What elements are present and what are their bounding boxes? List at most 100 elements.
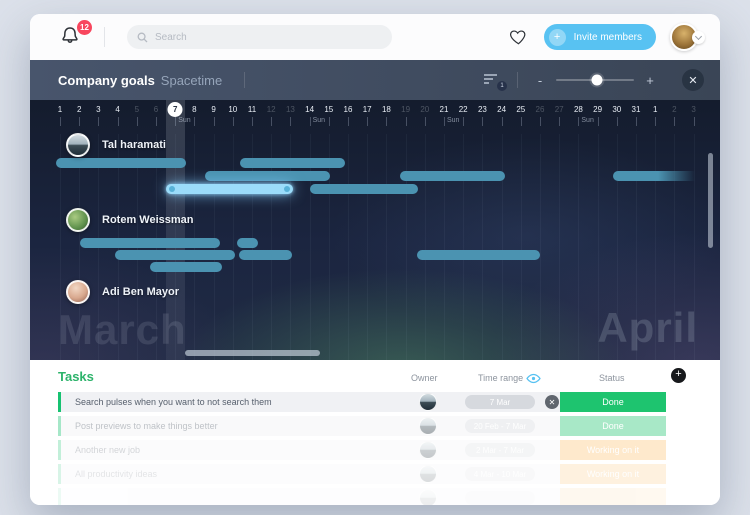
gantt-bar[interactable] — [237, 238, 258, 248]
gantt-bar[interactable] — [80, 238, 220, 248]
favorites-button[interactable] — [509, 28, 528, 46]
status-badge[interactable]: Done — [560, 392, 666, 412]
day-tick — [175, 117, 177, 126]
day-tick — [520, 117, 522, 126]
day-tick — [636, 117, 637, 126]
search-icon — [137, 32, 148, 42]
day-number: 5 — [134, 105, 140, 114]
gantt-bar[interactable] — [150, 262, 222, 272]
month-label-march: March — [58, 306, 187, 353]
gantt-bar[interactable] — [56, 158, 186, 168]
gantt-bar[interactable] — [310, 184, 418, 194]
avatar — [66, 208, 90, 232]
bar-resize-handle-left[interactable] — [169, 186, 175, 192]
invite-members-button[interactable]: + Invite members — [543, 24, 656, 50]
task-row[interactable] — [58, 488, 666, 505]
gantt-bar[interactable] — [240, 158, 345, 168]
day-tick — [60, 117, 61, 126]
chevron-down-icon[interactable] — [692, 31, 705, 44]
time-range-pill[interactable]: 4 Mar - 10 Mar — [465, 467, 535, 481]
gantt-bar[interactable] — [115, 250, 235, 260]
column-owner: Owner — [411, 373, 438, 383]
time-range-pill[interactable] — [465, 491, 535, 505]
zoom-in-button[interactable]: + — [646, 72, 654, 88]
day-gridline — [463, 134, 465, 360]
day-number: 2 — [672, 105, 677, 114]
time-range-pill[interactable]: 2 Mar - 7 Mar — [465, 443, 535, 457]
sunday-label: Sun — [447, 117, 460, 124]
task-row[interactable]: Search pulses when you want to not searc… — [58, 392, 666, 412]
day-number: 27 — [554, 105, 564, 114]
day-number: 19 — [401, 105, 411, 114]
day-number: 29 — [593, 105, 603, 114]
vertical-scrollbar[interactable] — [708, 153, 713, 248]
header-divider-2 — [517, 72, 518, 88]
day-gridline — [79, 134, 81, 360]
bell-icon — [62, 27, 78, 43]
search-input[interactable] — [155, 31, 382, 43]
bar-resize-handle-right[interactable] — [284, 186, 290, 192]
status-badge[interactable]: Working on it — [560, 440, 666, 460]
horizontal-scrollbar[interactable] — [185, 350, 320, 356]
task-name: Post previews to make things better — [75, 421, 218, 431]
day-tick — [252, 117, 253, 126]
gantt-bar[interactable] — [417, 250, 540, 260]
day-tick — [424, 117, 426, 126]
user-menu[interactable] — [670, 23, 705, 51]
time-range-pill[interactable]: 7 Mar — [465, 395, 535, 409]
task-row[interactable]: All productivity ideas 4 Mar - 10 Mar Work… — [58, 464, 666, 484]
zoom-slider[interactable] — [556, 74, 634, 86]
day-number: 2 — [76, 105, 82, 114]
day-gridline — [290, 134, 292, 360]
day-tick — [213, 117, 215, 126]
column-status: Status — [599, 373, 625, 383]
gantt-bar[interactable] — [239, 250, 292, 260]
day-gridline — [444, 134, 445, 360]
close-button[interactable]: ✕ — [682, 69, 704, 91]
top-bar: 12 + Invite members — [30, 14, 720, 60]
status-badge[interactable] — [560, 488, 666, 505]
status-badge[interactable]: Done — [560, 416, 666, 436]
gantt-timeline: 1 2 3 4 5 6 7 Sun 8 9 10 11 12 13 14 Sun 15 16 17 18 19 20 21 S… — [30, 100, 720, 360]
add-task-button[interactable]: + — [671, 368, 686, 383]
task-name: Search pulses when you want to not searc… — [75, 397, 272, 407]
app-window: 12 + Invite members Company goals Space — [30, 14, 720, 505]
day-gridline — [540, 134, 541, 360]
zoom-slider-knob[interactable] — [591, 74, 603, 86]
day-number: 3 — [691, 105, 696, 114]
day-tick — [655, 117, 657, 126]
day-gridline — [674, 134, 676, 360]
day-gridline — [616, 134, 618, 360]
search-bar[interactable] — [127, 25, 392, 49]
eye-icon[interactable] — [526, 371, 541, 389]
day-number: 18 — [381, 105, 391, 114]
gantt-bar[interactable] — [205, 171, 330, 181]
task-row[interactable]: Another new job 2 Mar - 7 Mar Working on i… — [58, 440, 666, 460]
board-title: Company goals — [58, 72, 155, 88]
timeline-group: Adi Ben Mayor — [66, 280, 179, 304]
day-number: 8 — [192, 105, 197, 114]
day-number: 30 — [612, 105, 622, 114]
day-number: 31 — [631, 105, 641, 114]
day-gridline — [60, 134, 61, 360]
status-badge[interactable]: Working on it — [560, 464, 666, 484]
time-range-pill[interactable]: 20 Feb - 7 Mar — [465, 419, 535, 433]
day-gridline — [520, 134, 522, 360]
task-row[interactable]: Post previews to make things better 20 Fe… — [58, 416, 666, 436]
day-gridline — [348, 134, 349, 360]
gantt-bar-selected[interactable] — [166, 184, 293, 194]
day-number: 12 — [266, 105, 276, 114]
remove-date-button[interactable]: ✕ — [545, 395, 559, 409]
day-tick — [559, 117, 561, 126]
day-number: 14 — [305, 105, 315, 114]
filter-button[interactable]: 1 — [483, 72, 507, 91]
board-subtitle: Spacetime — [160, 72, 223, 88]
day-gridline — [578, 134, 580, 360]
day-number: 10 — [228, 105, 238, 114]
gantt-bar[interactable] — [400, 171, 505, 181]
gantt-bar[interactable] — [613, 171, 695, 181]
day-number: 21 — [439, 105, 449, 114]
day-number: 17 — [362, 105, 372, 114]
notifications-button[interactable]: 12 — [58, 20, 92, 50]
zoom-out-button[interactable]: - — [537, 72, 543, 88]
